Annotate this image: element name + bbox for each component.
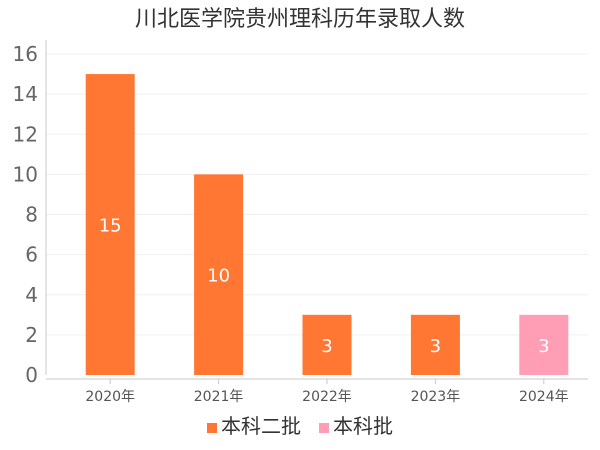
legend-item[interactable]: 本科批: [319, 414, 393, 438]
x-tick-label: 2022年: [302, 389, 352, 405]
data-label: 3: [321, 336, 332, 357]
data-label: 3: [430, 336, 441, 357]
bar: [302, 314, 352, 375]
x-tick-label: 2023年: [411, 389, 461, 405]
bar: [85, 74, 135, 375]
y-tick-label: 14: [13, 82, 38, 106]
x-tick-label: 2021年: [194, 389, 244, 405]
bar: [519, 314, 569, 375]
x-tick-label: 2024年: [519, 389, 569, 405]
bar: [194, 174, 244, 375]
data-label: 10: [207, 266, 230, 287]
legend-label: 本科批: [333, 414, 393, 438]
legend: 本科二批 本科批: [207, 414, 393, 438]
x-axis: 2020年 2021年 2022年 2023年 2024年: [46, 378, 588, 405]
bars: 15 10 3 3 3: [85, 74, 569, 375]
legend-swatch: [207, 423, 217, 433]
y-tick-label: 10: [13, 162, 38, 186]
y-tick-label: 12: [13, 122, 38, 146]
y-tick-label: 8: [25, 203, 38, 227]
y-tick-label: 6: [25, 243, 38, 267]
data-label: 3: [538, 336, 549, 357]
data-label: 15: [99, 216, 122, 237]
y-tick-label: 16: [13, 42, 38, 66]
x-tick-label: 2020年: [85, 389, 135, 405]
bar: [410, 314, 460, 375]
y-tick-label: 4: [25, 283, 38, 307]
y-tick-label: 2: [25, 323, 38, 347]
y-axis: 0 2 4 6 8 10 12 14 16: [13, 40, 47, 387]
gridlines: [46, 53, 588, 336]
chart-title: 川北医学院贵州理科历年录取人数: [135, 7, 465, 32]
legend-label: 本科二批: [221, 414, 301, 438]
legend-item[interactable]: 本科二批: [207, 414, 301, 438]
y-tick-label: 0: [25, 363, 38, 387]
legend-swatch: [319, 423, 329, 433]
